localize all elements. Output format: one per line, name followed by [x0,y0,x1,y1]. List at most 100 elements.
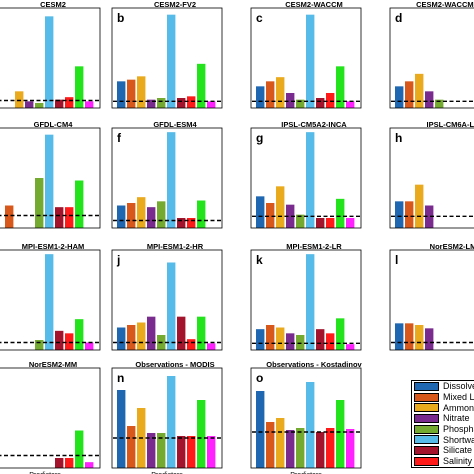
axes-box [250,367,362,469]
bar-ammonia [415,325,424,350]
bar-ammonia [276,327,285,350]
panel-title: IPSL-CM6A-LR [427,120,474,129]
bar-shortwave [167,14,176,109]
panel-title: CESM2-FV2 [154,0,196,9]
bar-temperature [197,316,206,350]
bar-dissolved [117,81,126,108]
bar-mixed-l- [127,325,136,350]
bar-temperature [75,430,84,468]
bar-silicate [55,99,64,108]
chart-panel: CESM2 [0,0,101,109]
bar-mixed-l- [405,81,414,108]
bar-silicate [316,98,325,108]
bar-shortwave [45,16,54,108]
bar-nitrate [425,205,434,228]
legend-item: Silicate [412,445,474,456]
bar-silicate [177,218,186,228]
bar-salinity [187,339,196,350]
bar-ammonia [276,186,285,228]
bar-mixed-l- [127,79,136,108]
bar-dissolved [395,323,404,350]
bar-mixed-l- [5,205,14,228]
legend-item: Temperature [412,467,474,468]
bar-shortwave [306,14,315,109]
legend-swatch [414,413,439,423]
legend-item: Nitrate [412,413,474,424]
panel-title: IPSL-CM5A2-INCA [281,120,347,129]
bar-phosphate [157,433,166,468]
chart-panel: CESM2-WACCM-FV2 d [389,0,474,109]
bar-phosphate [157,98,166,108]
legend-swatch [414,392,439,402]
bar-vertical [346,344,355,350]
legend-swatch [414,403,439,413]
panel-title: GFDL-CM4 [34,120,74,129]
bar-phosphate [35,178,44,228]
axes-box [250,249,362,351]
bar-silicate [316,432,325,468]
bar-mixed-l- [405,201,414,228]
legend-label: Nitrate [443,413,470,424]
bar-ammonia [137,322,146,350]
bar-dissolved [117,390,126,468]
bar-mixed-l- [266,422,275,468]
legend-swatch [414,381,439,391]
bar-salinity [65,207,74,228]
bar-phosphate [296,214,305,228]
panel-letter: f [117,131,122,145]
chart-panel: CESM2-WACCM c [250,0,362,109]
bar-mixed-l- [127,203,136,228]
panel-title: CESM2 [40,0,66,9]
axes-box [111,249,223,351]
bar-nitrate [147,99,156,108]
chart-panel: IPSL-CM5A2-INCA g [250,120,362,229]
legend-label: Mixed L. [443,392,474,403]
panel-letter: o [256,371,263,385]
bar-nitrate [25,101,34,108]
legend-swatch [414,467,439,468]
chart-panel: GFDL-ESM4 f [111,120,223,229]
bar-nitrate [147,316,156,350]
chart-panel: NorESM2-LM l [389,242,474,351]
bar-nitrate [286,93,295,108]
bar-nitrate [425,91,434,108]
panel-title: MPI-ESM1-2-LR [286,242,342,251]
legend-label: Phosphate [443,424,474,435]
bar-dissolved [395,201,404,228]
bar-shortwave [45,134,54,228]
bar-shortwave [306,254,315,350]
chart-panel: NorESM2-MM Predictors [0,360,101,474]
bar-shortwave [167,262,176,350]
bar-silicate [55,207,64,228]
bar-salinity [326,428,335,468]
bar-salinity [326,333,335,350]
bar-ammonia [276,77,285,108]
axes-box [250,7,362,109]
legend-label: Salinity [443,456,473,467]
axes-box [0,249,101,351]
panel-letter: b [117,11,124,25]
panel-title: Observations - MODIS [135,360,214,369]
legend-swatch [414,424,439,434]
bar-silicate [55,458,64,468]
bar-silicate [177,436,186,468]
legend-label: Silicate [443,445,473,456]
bar-mixed-l- [266,203,275,228]
bar-silicate [177,316,186,350]
axes-box [0,7,101,109]
bar-salinity [326,93,335,108]
bar-vertical [85,342,94,350]
bar-temperature [336,198,345,228]
bar-vertical [346,429,355,468]
bar-phosphate [157,201,166,228]
axes-box [111,367,223,469]
panel-letter: h [395,131,402,145]
bar-temperature [75,180,84,228]
panel-title: MPI-ESM1-2-HR [147,242,204,251]
bar-temperature [197,63,206,108]
bar-silicate [55,330,64,350]
legend: DissolvedMixed L.AmmoniaNitratePhosphate… [411,380,474,468]
x-axis-label: Predictors [151,472,183,474]
legend-item: Phosphate [412,424,474,435]
